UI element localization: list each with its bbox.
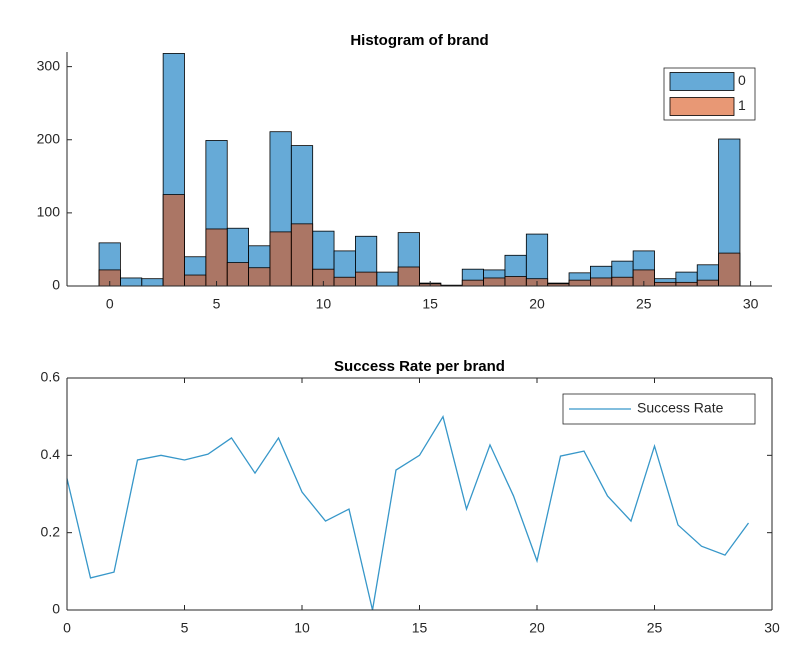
histogram-bar: [248, 267, 271, 287]
x-tick-label: 10: [316, 296, 332, 312]
histogram-bar: [141, 278, 164, 287]
histogram-bar: [611, 276, 634, 287]
legend-swatch: [669, 72, 735, 91]
x-tick-label: 0: [63, 620, 71, 636]
x-tick-label: 25: [636, 296, 652, 312]
histogram-bar: [654, 281, 677, 287]
histogram-bar: [718, 252, 741, 287]
y-tick-label: 0: [52, 277, 60, 293]
histogram-bar: [590, 277, 613, 287]
histogram-bar: [205, 228, 228, 287]
x-tick-label: 0: [106, 296, 114, 312]
histogram-bar: [376, 271, 399, 287]
histogram-bar: [568, 279, 591, 287]
x-tick-label: 15: [422, 296, 438, 312]
histogram-bar: [269, 231, 292, 287]
chart-title: Histogram of brand: [350, 32, 488, 49]
x-tick-label: 5: [181, 620, 189, 636]
histogram-bar: [397, 266, 420, 287]
histogram-bar: [696, 279, 719, 287]
x-tick-label: 20: [529, 296, 545, 312]
legend-label: Success Rate: [637, 400, 724, 416]
legend: 01: [663, 67, 756, 121]
histogram-bar: [504, 276, 527, 287]
y-tick-label: 300: [37, 57, 61, 73]
x-tick-label: 15: [412, 620, 428, 636]
x-tick-label: 10: [294, 620, 310, 636]
histogram-bar: [162, 194, 185, 287]
chart-title: Success Rate per brand: [334, 358, 505, 375]
legend-label: 1: [738, 97, 746, 113]
histogram-bar: [675, 281, 698, 287]
histogram-bar: [483, 277, 506, 287]
x-tick-label: 30: [764, 620, 780, 636]
histogram-bar: [226, 262, 249, 287]
x-tick-label: 20: [529, 620, 545, 636]
legend-label: 0: [738, 72, 746, 88]
x-tick-label: 5: [213, 296, 221, 312]
y-tick-label: 0: [52, 601, 60, 617]
y-tick-label: 0.4: [41, 446, 61, 462]
histogram-bar: [120, 277, 143, 287]
y-tick-label: 200: [37, 130, 61, 146]
legend: Success Rate: [562, 393, 756, 425]
histogram-bar: [355, 271, 378, 287]
histogram-bar: [184, 274, 207, 287]
histogram-bar: [525, 233, 549, 287]
y-tick-label: 0.6: [41, 369, 61, 385]
line: [66, 415, 750, 611]
y-tick-label: 0.2: [41, 523, 61, 539]
histogram-bar: [461, 279, 484, 287]
y-tick-label: 100: [37, 204, 61, 220]
histogram-bar: [333, 276, 356, 287]
legend-swatch: [669, 97, 735, 116]
x-tick-label: 25: [647, 620, 663, 636]
x-tick-label: 30: [743, 296, 759, 312]
histogram-bar: [290, 223, 314, 287]
